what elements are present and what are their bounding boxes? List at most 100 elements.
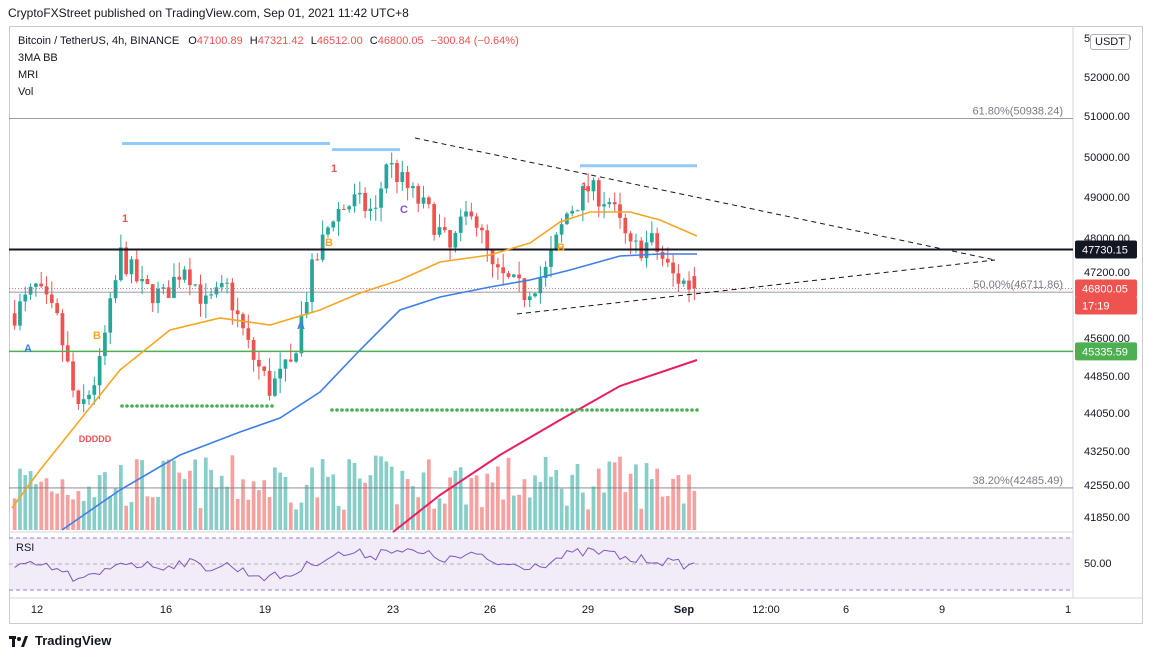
volume-bar bbox=[150, 497, 155, 530]
time-axis: 12 16 19 23 26 29 Sep 12:00 6 9 1 bbox=[31, 604, 1071, 616]
support-dot bbox=[355, 408, 359, 412]
candle-body bbox=[437, 227, 442, 235]
volume-bar bbox=[39, 481, 44, 530]
pattern-marker: B bbox=[93, 330, 101, 342]
volume-bar bbox=[671, 478, 675, 530]
support-dot bbox=[560, 408, 564, 412]
footer-brand-text: TradingView bbox=[35, 633, 112, 648]
volume-bar bbox=[129, 502, 134, 530]
price-tick-label: 44850.00 bbox=[1084, 371, 1130, 383]
volume-bar bbox=[108, 496, 113, 530]
volume-bar bbox=[203, 457, 208, 530]
price-tick-label: 49000.00 bbox=[1084, 192, 1130, 204]
candle-body bbox=[687, 280, 691, 290]
volume-bar bbox=[342, 509, 346, 530]
footer-brand[interactable]: TradingView bbox=[9, 633, 111, 648]
candle-body bbox=[140, 278, 144, 282]
volume-bar bbox=[326, 476, 330, 530]
volume-bar bbox=[485, 473, 490, 530]
volume-bar bbox=[660, 496, 665, 530]
volume-bar bbox=[55, 493, 59, 530]
volume-bar bbox=[480, 507, 484, 530]
candle-body bbox=[395, 162, 399, 183]
candle-body bbox=[219, 283, 224, 288]
volume-bar bbox=[352, 462, 357, 530]
support-dot bbox=[685, 408, 689, 412]
support-dot bbox=[410, 408, 414, 412]
support-dot bbox=[595, 408, 599, 412]
support-dot bbox=[190, 404, 194, 408]
candle-body bbox=[517, 274, 521, 279]
candles bbox=[12, 152, 697, 413]
candle-body bbox=[533, 293, 537, 297]
volume-bars bbox=[12, 455, 697, 530]
support-dot bbox=[535, 408, 539, 412]
candle-body bbox=[368, 208, 373, 211]
volume-bar bbox=[76, 491, 81, 530]
volume-bar bbox=[225, 486, 229, 530]
support-dot bbox=[265, 404, 269, 408]
volume-bar bbox=[549, 476, 553, 530]
indicator-3ma-bb[interactable]: 3MA BB bbox=[18, 52, 58, 64]
volume-bar bbox=[639, 508, 644, 530]
support-dot bbox=[220, 404, 224, 408]
candle-body bbox=[352, 194, 357, 207]
volume-bar bbox=[618, 456, 622, 530]
candle-body bbox=[49, 294, 54, 304]
support-dot bbox=[530, 408, 534, 412]
currency-button[interactable]: USDT bbox=[1090, 34, 1130, 50]
support-dot bbox=[485, 408, 489, 412]
candle-body bbox=[570, 210, 575, 214]
support-dot bbox=[255, 404, 259, 408]
candle-body bbox=[400, 172, 405, 183]
candle-body bbox=[628, 233, 633, 242]
volume-bar bbox=[395, 504, 399, 530]
candle-body bbox=[320, 234, 325, 260]
support-dot bbox=[270, 404, 274, 408]
support-dot bbox=[625, 408, 629, 412]
indicator-vol[interactable]: Vol bbox=[18, 86, 34, 98]
candle-body bbox=[65, 345, 70, 362]
candle-body bbox=[655, 233, 660, 252]
candle-body bbox=[209, 294, 213, 296]
candle-body bbox=[81, 399, 86, 404]
support-dot bbox=[640, 408, 644, 412]
volume-bar bbox=[400, 470, 405, 530]
support-dot bbox=[365, 408, 369, 412]
pattern-marker: B bbox=[325, 237, 333, 249]
candle-body bbox=[166, 287, 171, 298]
candle-body bbox=[506, 273, 511, 277]
volume-bar bbox=[687, 474, 691, 530]
candle-body bbox=[618, 204, 622, 218]
indicator-mri[interactable]: MRI bbox=[18, 69, 39, 81]
candle-body bbox=[60, 313, 65, 346]
pattern-marker: C bbox=[400, 204, 408, 216]
candle-body bbox=[575, 210, 580, 212]
candle-body bbox=[134, 259, 139, 282]
volume-bar bbox=[559, 488, 564, 530]
candle-body bbox=[225, 282, 229, 284]
support-dot bbox=[555, 408, 559, 412]
support-dot bbox=[580, 408, 584, 412]
candle-body bbox=[591, 180, 596, 192]
candle-body bbox=[331, 221, 336, 228]
candle-body bbox=[565, 213, 569, 225]
volume-bar bbox=[474, 475, 479, 530]
support-dot bbox=[195, 404, 199, 408]
price-tick-label: 51000.00 bbox=[1084, 111, 1130, 123]
support-dot bbox=[135, 404, 139, 408]
rsi-line bbox=[14, 547, 695, 582]
chart-legend: Bitcoin / TetherUS, 4h, BINANCE O47100.8… bbox=[18, 33, 519, 101]
volume-bar bbox=[299, 502, 304, 530]
volume-bar bbox=[166, 459, 171, 530]
candle-body bbox=[310, 259, 314, 303]
volume-bar bbox=[288, 502, 293, 530]
support-dot bbox=[610, 408, 614, 412]
fib-level-label: 50.00%(46711.86) bbox=[973, 279, 1063, 291]
support-dot bbox=[380, 408, 384, 412]
volume-bar bbox=[262, 480, 267, 530]
volume-bar bbox=[320, 459, 325, 530]
price-tick-label: 43250.00 bbox=[1084, 446, 1130, 458]
volume-bar bbox=[44, 478, 49, 530]
